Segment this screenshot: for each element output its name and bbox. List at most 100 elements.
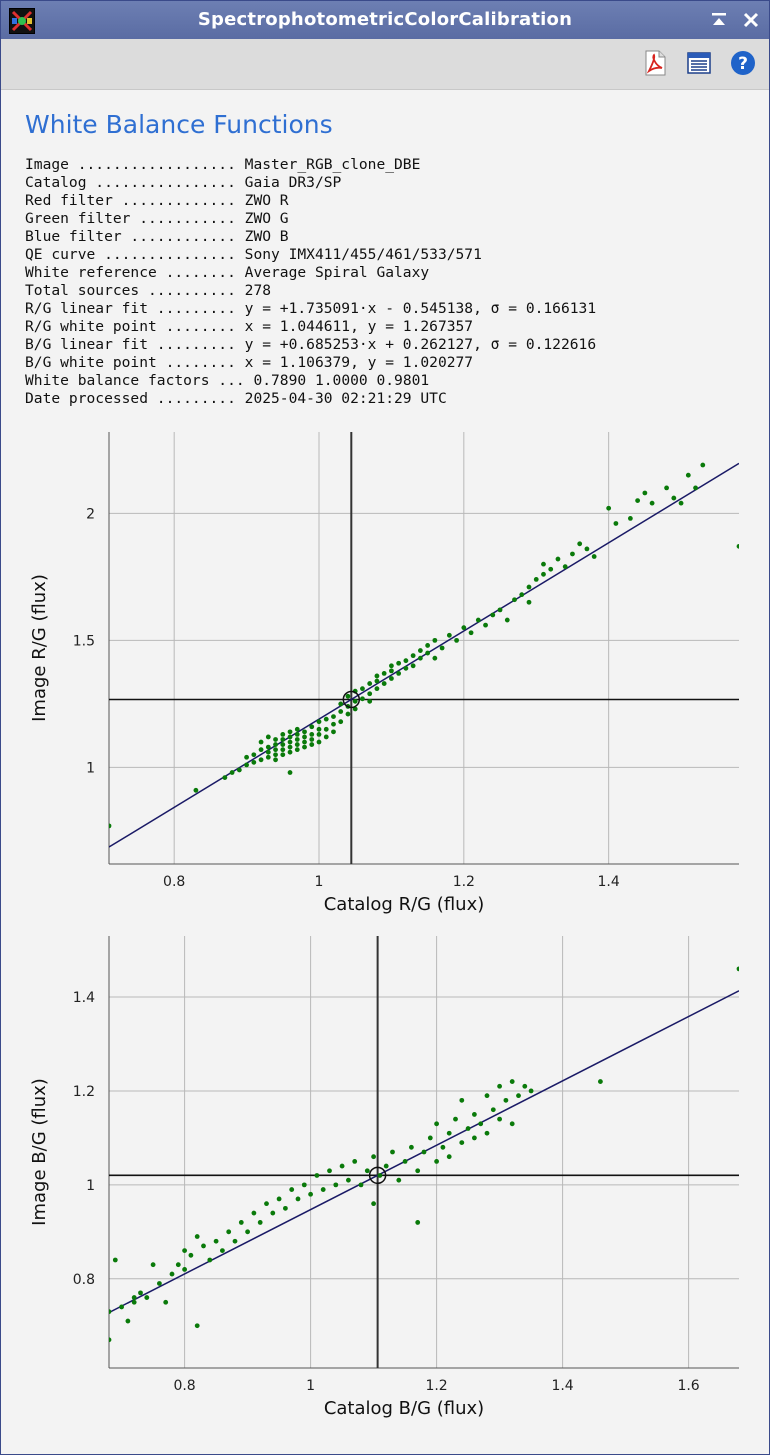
- info-value: x = 1.044611, y = 1.267357: [244, 318, 474, 335]
- data-point: [562, 564, 568, 570]
- data-point: [320, 1187, 326, 1192]
- data-point: [314, 1173, 320, 1178]
- data-point: [403, 658, 409, 664]
- y-tick-label: 1.5: [73, 633, 95, 649]
- data-point: [188, 1252, 194, 1258]
- report-content: White Balance Functions Image ..........…: [1, 90, 769, 1454]
- data-point: [207, 1257, 213, 1263]
- data-point: [302, 744, 307, 750]
- x-tick-label: 1.2: [453, 874, 475, 890]
- y-axis-label: Image B/G (flux): [29, 1078, 50, 1226]
- data-point: [287, 729, 293, 735]
- data-point: [339, 1163, 345, 1169]
- data-point: [584, 546, 590, 552]
- data-point: [635, 498, 641, 504]
- data-point: [425, 650, 431, 656]
- info-label: R/G white point ........: [25, 318, 245, 335]
- info-value: ZWO R: [244, 192, 289, 209]
- data-point: [472, 1112, 477, 1117]
- data-point: [309, 742, 315, 747]
- data-point: [472, 1135, 477, 1141]
- data-point: [504, 617, 510, 623]
- data-point: [736, 966, 739, 972]
- x-tick-label: 1: [315, 874, 324, 890]
- data-point: [338, 709, 344, 714]
- data-point: [265, 744, 271, 750]
- data-point: [302, 734, 307, 740]
- data-point: [194, 1234, 200, 1239]
- pdf-icon[interactable]: [641, 49, 669, 77]
- data-point: [548, 566, 554, 572]
- data-point: [301, 1182, 307, 1188]
- data-point: [439, 645, 445, 651]
- info-label: White reference ........: [25, 264, 245, 281]
- data-point: [294, 726, 300, 732]
- data-point: [459, 1140, 465, 1146]
- data-point: [591, 554, 597, 559]
- info-value: y = +1.735091·x - 0.545138, σ = 0.166131: [244, 300, 597, 317]
- data-point: [371, 1154, 376, 1160]
- close-icon[interactable]: [741, 10, 761, 30]
- data-point: [109, 823, 112, 829]
- info-row: Catalog ................ Gaia DR3/SP: [25, 174, 596, 192]
- data-point: [265, 749, 271, 755]
- data-point: [396, 671, 402, 676]
- shade-window-icon[interactable]: [709, 10, 729, 30]
- data-point: [280, 737, 286, 742]
- toolbar: ?: [1, 39, 769, 90]
- data-point: [377, 1173, 383, 1178]
- data-point: [182, 1248, 188, 1254]
- rg-chart: 0.8 1 1.2 1.4 1 1.5 2 Catalog R/G (flux) Image R…: [29, 432, 739, 915]
- data-point: [258, 757, 264, 763]
- data-point: [360, 686, 365, 692]
- info-row: B/G linear fit ......... y = +0.685253·x…: [25, 336, 596, 354]
- help-icon[interactable]: ?: [729, 49, 757, 77]
- white-point-marker: [368, 1166, 387, 1185]
- data-point: [287, 749, 293, 755]
- window-title: SpectrophotometricColorCalibration: [197, 9, 573, 30]
- data-point: [131, 1299, 137, 1305]
- data-point: [490, 1107, 496, 1113]
- data-point: [264, 1201, 269, 1207]
- data-point: [345, 693, 351, 699]
- data-point: [483, 622, 488, 628]
- info-label: Image ..................: [25, 156, 245, 173]
- data-point: [226, 1229, 232, 1235]
- data-point: [678, 500, 684, 506]
- data-point: [270, 1210, 276, 1216]
- document-icon[interactable]: [685, 49, 713, 77]
- plot-area: [109, 936, 739, 1368]
- info-row: Green filter ........... ZWO G: [25, 210, 596, 228]
- data-point: [519, 592, 525, 598]
- data-point: [410, 653, 416, 659]
- data-point: [289, 1187, 295, 1192]
- data-point: [421, 1149, 427, 1155]
- info-row: R/G white point ........ x = 1.044611, y…: [25, 318, 596, 336]
- data-point: [265, 734, 271, 740]
- data-point: [327, 1168, 332, 1174]
- info-label: QE curve ...............: [25, 246, 245, 263]
- x-tick-label: 1.4: [551, 1378, 573, 1394]
- data-point: [280, 752, 286, 758]
- data-point: [213, 1238, 219, 1244]
- data-point: [331, 714, 336, 720]
- data-point: [163, 1299, 169, 1305]
- x-axis-label: Catalog R/G (flux): [324, 894, 485, 915]
- data-point: [294, 747, 300, 753]
- info-label: Date processed .........: [25, 390, 245, 407]
- data-point: [367, 691, 373, 697]
- data-point: [169, 1271, 175, 1277]
- data-point: [287, 744, 293, 750]
- data-point: [222, 775, 228, 780]
- info-label: Blue filter ............: [25, 228, 245, 245]
- data-point: [251, 1210, 257, 1216]
- data-point: [516, 1093, 521, 1099]
- data-point: [432, 655, 438, 661]
- data-point: [316, 719, 322, 725]
- data-point: [374, 686, 380, 692]
- title-bar[interactable]: SpectrophotometricColorCalibration: [1, 1, 769, 39]
- data-point: [526, 584, 532, 590]
- data-point: [381, 681, 387, 686]
- data-point: [700, 462, 706, 468]
